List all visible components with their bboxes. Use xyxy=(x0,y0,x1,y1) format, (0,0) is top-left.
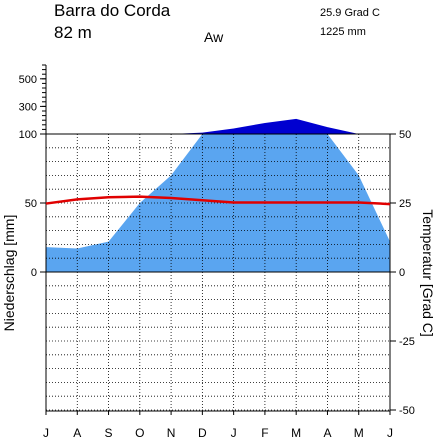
precipitation-areas xyxy=(46,118,390,272)
precip-tick-label: 500 xyxy=(19,74,37,86)
temp-tick-label: 25 xyxy=(399,198,411,210)
climate-class: Aw xyxy=(204,29,224,45)
month-label: J xyxy=(231,426,237,440)
precip-tick-label: 300 xyxy=(19,101,37,113)
month-label: F xyxy=(261,426,268,440)
station-name: Barra do Corda xyxy=(54,1,171,20)
temp-tick-label: -25 xyxy=(399,336,415,348)
month-label: M xyxy=(291,426,301,440)
temperature-line xyxy=(45,195,391,206)
humid-excess-area xyxy=(46,118,390,134)
month-label: J xyxy=(43,426,49,440)
month-label: J xyxy=(387,426,393,440)
month-label: M xyxy=(354,426,364,440)
month-label: A xyxy=(73,426,81,440)
month-label: D xyxy=(198,426,207,440)
month-label: O xyxy=(135,426,144,440)
right-axis-label: Temperatur [Grad C] xyxy=(420,209,433,337)
plot-frame xyxy=(40,64,396,415)
month-label: A xyxy=(323,426,331,440)
annual-precipitation: 1225 mm xyxy=(320,26,366,38)
temp-tick-label: 0 xyxy=(399,267,405,279)
month-label: S xyxy=(105,426,113,440)
left-axis-label: Niederschlag [mm] xyxy=(1,215,17,332)
temp-tick-label: 50 xyxy=(399,129,411,141)
chart-marks: 0 50 100 300 500 -50 -25 0 25 50 J A S O N D J F M A M J xyxy=(19,74,415,440)
station-elevation: 82 m xyxy=(54,23,92,42)
mean-temperature: 25.9 Grad C xyxy=(320,7,380,19)
temp-tick-label: -50 xyxy=(399,405,415,417)
month-label: N xyxy=(167,426,176,440)
precip-tick-label: 50 xyxy=(25,198,37,210)
precip-tick-label: 0 xyxy=(31,267,37,279)
precip-tick-label: 100 xyxy=(19,129,37,141)
